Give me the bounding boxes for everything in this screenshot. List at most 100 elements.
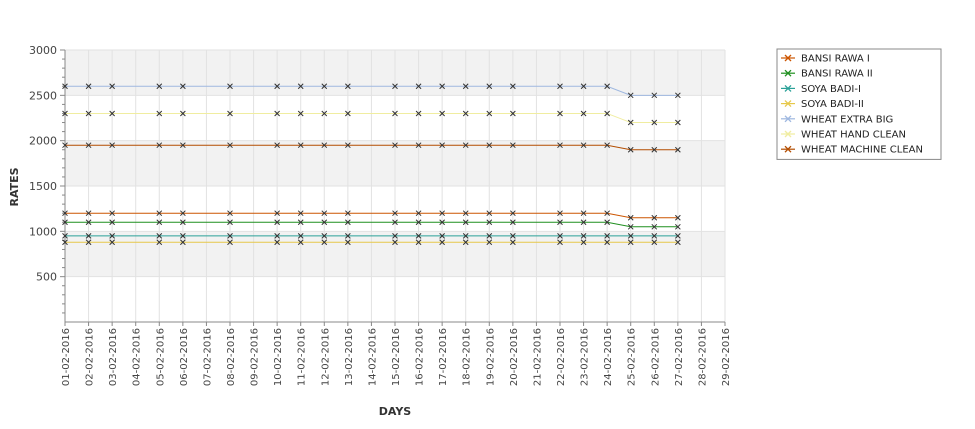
marker-stroke: [627, 239, 634, 246]
marker-stroke: [227, 219, 233, 226]
data-point-marker: [675, 239, 681, 246]
marker-stroke: [439, 233, 445, 239]
marker-stroke: [462, 83, 469, 90]
marker-stroke: [510, 233, 516, 239]
marker-stroke: [604, 233, 610, 239]
marker-stroke: [180, 239, 186, 246]
data-point-marker: [345, 219, 351, 226]
data-point-marker: [510, 210, 516, 217]
data-point-marker: [415, 239, 422, 246]
data-point-marker: [180, 239, 186, 246]
marker-stroke: [675, 146, 681, 153]
marker-stroke: [345, 233, 351, 239]
legend-swatch-marker: [784, 130, 792, 138]
marker-stroke: [321, 83, 328, 90]
data-point-marker: [392, 83, 398, 90]
marker-stroke: [627, 92, 634, 99]
marker-stroke: [109, 210, 115, 217]
data-point-marker: [486, 142, 493, 149]
marker-stroke: [557, 110, 563, 117]
data-point-marker: [274, 110, 280, 117]
legend-item: BANSI RAWA I: [781, 54, 870, 65]
legend-swatch-marker: [784, 69, 792, 77]
data-point-marker: [415, 110, 422, 117]
marker-stroke: [297, 239, 304, 246]
marker-stroke: [675, 92, 681, 99]
data-point-marker: [510, 219, 516, 226]
data-point-marker: [627, 214, 634, 221]
data-point-marker: [392, 142, 398, 149]
marker-stroke: [651, 223, 658, 230]
data-point-marker: [462, 142, 469, 149]
marker-stroke: [274, 233, 280, 239]
marker-stroke: [439, 219, 445, 226]
marker-stroke: [439, 110, 445, 117]
legend-label: BANSI RAWA II: [801, 69, 873, 80]
data-point-marker: [651, 146, 658, 153]
x-tick-label: 22-02-2016: [556, 328, 567, 386]
marker-stroke: [62, 110, 68, 117]
x-tick-label: 25-02-2016: [627, 328, 638, 386]
data-point-marker: [345, 233, 351, 239]
marker-stroke: [297, 110, 304, 117]
marker-stroke: [392, 110, 398, 117]
marker-stroke: [651, 119, 658, 126]
data-point-marker: [486, 239, 493, 246]
marker-stroke: [651, 233, 658, 239]
marker-stroke: [156, 239, 163, 246]
series-wheat-extra-big: [62, 83, 681, 99]
data-point-marker: [439, 239, 445, 246]
series-wheat-hand-clean: [62, 110, 681, 126]
data-point-marker: [392, 239, 398, 246]
y-axis-ticks: 500 1000 1500 2000 2500 3000: [29, 44, 57, 284]
x-tick-label: 01-02-2016: [61, 328, 72, 386]
data-point-marker: [557, 219, 563, 226]
data-point-marker: [392, 110, 398, 117]
marker-stroke: [274, 83, 280, 90]
data-point-marker: [462, 110, 469, 117]
marker-stroke: [462, 110, 469, 117]
data-point-marker: [156, 233, 163, 239]
data-point-marker: [557, 110, 563, 117]
marker-stroke: [392, 233, 398, 239]
legend-item: BANSI RAWA II: [781, 69, 873, 80]
marker-stroke: [627, 119, 634, 126]
marker-stroke: [345, 210, 351, 217]
data-point-marker: [62, 210, 68, 217]
series-line: [65, 112, 678, 124]
x-tick-label: 17-02-2016: [438, 328, 449, 386]
data-point-marker: [580, 110, 587, 117]
marker-stroke: [415, 142, 422, 149]
data-point-marker: [345, 239, 351, 246]
data-point-marker: [675, 223, 681, 230]
data-point-marker: [345, 83, 351, 90]
data-point-marker: [227, 142, 233, 149]
data-point-marker: [604, 219, 610, 226]
data-point-marker: [321, 239, 328, 246]
x-tick-label: 16-02-2016: [415, 328, 426, 386]
data-point-marker: [62, 110, 68, 117]
data-point-marker: [651, 233, 658, 239]
marker-stroke: [580, 233, 587, 239]
marker-stroke: [486, 239, 493, 246]
data-point-marker: [675, 214, 681, 221]
data-point-marker: [274, 239, 280, 246]
data-point-marker: [345, 142, 351, 149]
marker-stroke: [627, 146, 634, 153]
legend-swatch-marker: [784, 145, 792, 153]
x-tick-label: 07-02-2016: [202, 328, 213, 386]
data-point-marker: [85, 239, 92, 246]
marker-stroke: [156, 110, 163, 117]
data-point-marker: [557, 83, 563, 90]
marker-stroke: [604, 83, 610, 90]
legend-label: SOYA BADI-I: [801, 84, 861, 95]
marker-stroke: [557, 210, 563, 217]
legend-label: BANSI RAWA I: [801, 54, 870, 65]
data-point-marker: [321, 219, 328, 226]
marker-stroke: [274, 239, 280, 246]
data-point-marker: [297, 142, 304, 149]
data-point-marker: [85, 142, 92, 149]
data-point-marker: [227, 210, 233, 217]
marker-stroke: [604, 110, 610, 117]
